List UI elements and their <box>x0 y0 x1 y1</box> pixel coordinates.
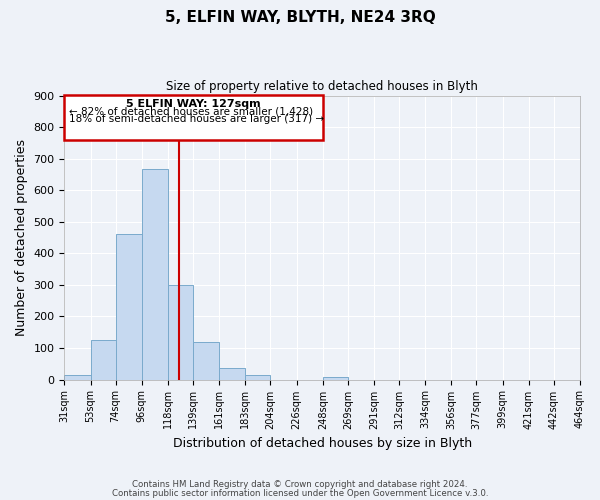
Bar <box>64 375 91 380</box>
Text: 18% of semi-detached houses are larger (317) →: 18% of semi-detached houses are larger (… <box>69 114 324 124</box>
Text: 5 ELFIN WAY: 127sqm: 5 ELFIN WAY: 127sqm <box>126 100 261 110</box>
Bar <box>91 340 116 380</box>
Text: Contains public sector information licensed under the Open Government Licence v.: Contains public sector information licen… <box>112 488 488 498</box>
Y-axis label: Number of detached properties: Number of detached properties <box>15 139 28 336</box>
Bar <box>193 342 219 380</box>
Bar <box>116 234 142 380</box>
Bar <box>64 95 323 140</box>
Bar <box>323 377 348 380</box>
Bar <box>245 375 271 380</box>
Text: Contains HM Land Registry data © Crown copyright and database right 2024.: Contains HM Land Registry data © Crown c… <box>132 480 468 489</box>
Text: 5, ELFIN WAY, BLYTH, NE24 3RQ: 5, ELFIN WAY, BLYTH, NE24 3RQ <box>164 10 436 25</box>
Bar <box>219 368 245 380</box>
Bar <box>168 285 193 380</box>
Bar <box>142 169 168 380</box>
Text: ← 82% of detached houses are smaller (1,428): ← 82% of detached houses are smaller (1,… <box>69 106 313 117</box>
X-axis label: Distribution of detached houses by size in Blyth: Distribution of detached houses by size … <box>173 437 472 450</box>
Title: Size of property relative to detached houses in Blyth: Size of property relative to detached ho… <box>166 80 478 93</box>
